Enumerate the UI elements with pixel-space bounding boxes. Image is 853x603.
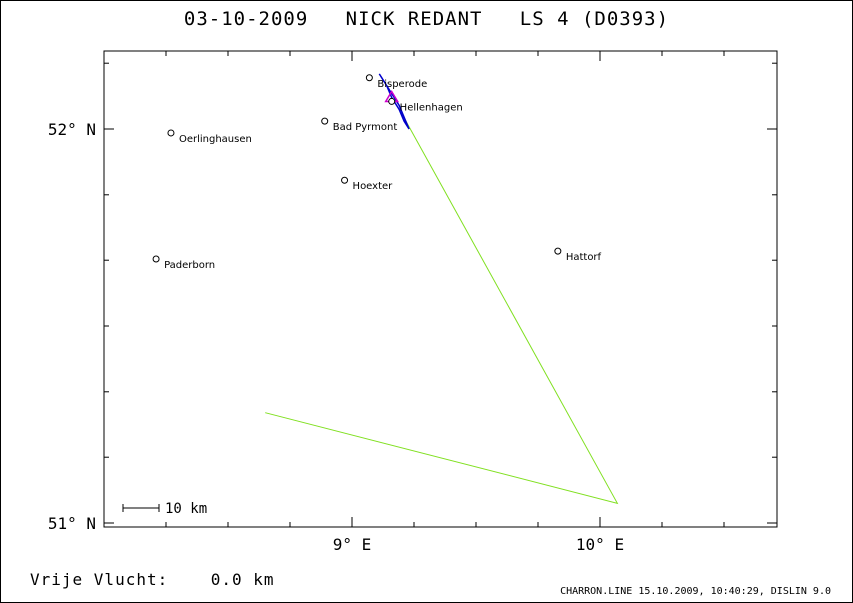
- distance-value: 0.0 km: [210, 570, 275, 589]
- place-label: Bisperode: [377, 79, 427, 90]
- y-tick-label: 52° N: [48, 120, 96, 139]
- place-label: Hellenhagen: [400, 102, 463, 113]
- scale-bar-label: 10 km: [165, 501, 207, 517]
- distance-readout: Vrije Vlucht: 0.0 km: [30, 570, 275, 589]
- chart-title: 03-10-2009 NICK REDANT LS 4 (D0393): [0, 8, 853, 30]
- flight-track-line: [378, 73, 410, 130]
- place-label: Paderborn: [164, 260, 215, 271]
- glider-id: LS 4 (D0393): [519, 8, 670, 30]
- place-marker-icon: [341, 176, 349, 184]
- place-label: Hoexter: [353, 181, 394, 192]
- x-tick-label: 9° E: [333, 535, 372, 554]
- place-marker-icon: [388, 97, 396, 105]
- y-tick-label: 51° N: [48, 514, 96, 533]
- place-marker-icon: [152, 255, 160, 263]
- place-marker-icon: [167, 129, 175, 137]
- flight-date: 03-10-2009: [183, 8, 309, 30]
- place-label: Bad Pyrmont: [333, 122, 398, 133]
- plot-border: [103, 50, 778, 528]
- place-label: Oerlinghausen: [179, 134, 252, 145]
- x-tick-label: 10° E: [576, 535, 624, 554]
- place-marker-icon: [554, 247, 562, 255]
- pilot-name: NICK REDANT: [345, 8, 483, 30]
- distance-label: Vrije Vlucht:: [30, 570, 169, 589]
- place-label: Hattorf: [566, 252, 602, 263]
- task-route-line: [265, 112, 619, 505]
- credits: CHARRON.LINE 15.10.2009, 10:40:29, DISLI…: [560, 586, 831, 597]
- place-marker-icon: [365, 74, 373, 82]
- place-marker-icon: [321, 117, 329, 125]
